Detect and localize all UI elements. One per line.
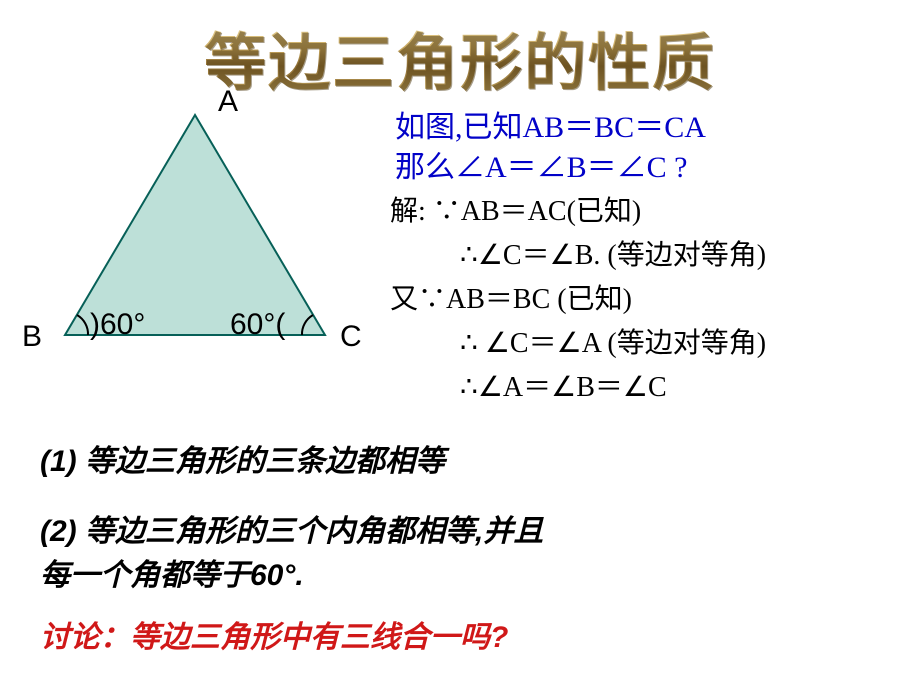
triangle-shape (65, 115, 325, 335)
property-1: (1) 等边三角形的三条边都相等 (40, 440, 445, 484)
solution-line1: 解: ∵AB＝AC(已知) (390, 190, 641, 234)
discussion-text: 讨论：等边三角形中有三线合一吗? (40, 612, 508, 656)
solution-line2: ∴∠C＝∠B. (等边对等角) (460, 234, 766, 278)
solution-line4: ∴ ∠C＝∠A (等边对等角) (460, 322, 766, 366)
problem-line2: 那么∠A＝∠B＝∠C ? (395, 148, 688, 188)
angle-b-label: )60° (90, 308, 145, 342)
solution-line3: 又∵AB＝BC (已知) (390, 278, 632, 322)
property-2b: 每一个角都等于60°. (40, 554, 304, 598)
triangle-svg (30, 95, 370, 375)
triangle-diagram: A B C )60° 60°( (30, 95, 370, 375)
problem-line1: 如图,已知AB＝BC＝CA (395, 108, 706, 148)
vertex-b-label: B (22, 320, 42, 354)
vertex-a-label: A (218, 85, 238, 119)
property-2a: (2) 等边三角形的三个内角都相等,并且 (40, 510, 543, 554)
angle-c-label: 60°( (230, 308, 285, 342)
page-title: 等边三角形的性质 (0, 12, 920, 102)
vertex-c-label: C (340, 320, 362, 354)
solution-line5: ∴∠A＝∠B＝∠C (460, 366, 667, 410)
